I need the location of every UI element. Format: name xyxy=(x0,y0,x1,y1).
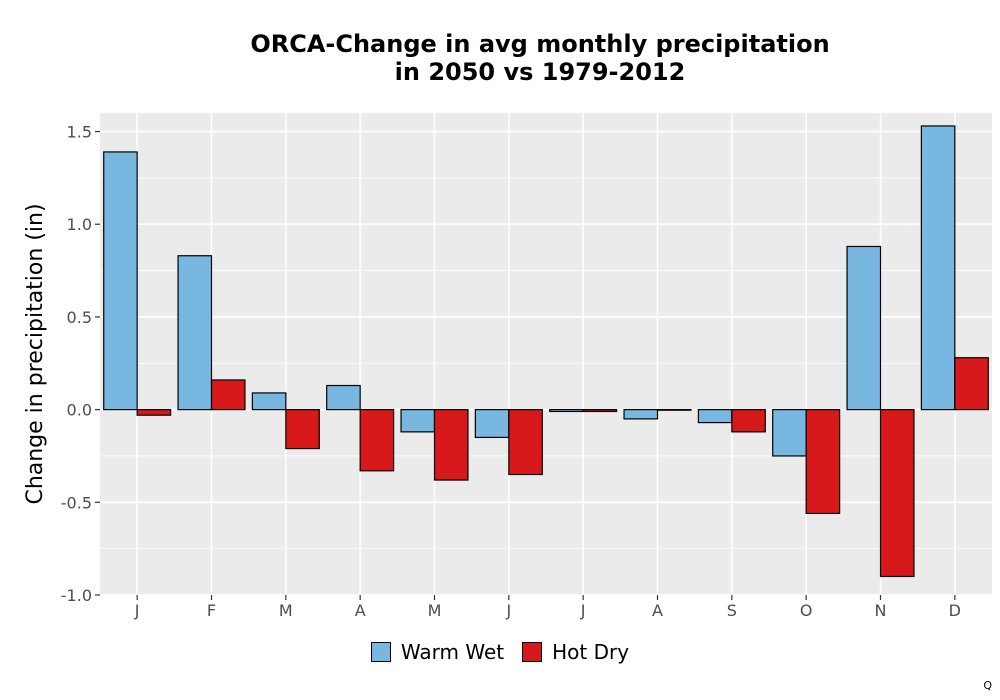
bar-hot-dry xyxy=(210,379,246,411)
legend-label-hot-dry: Hot Dry xyxy=(552,640,630,664)
bar-warm-wet xyxy=(549,409,584,413)
bar-hot-dry xyxy=(954,357,989,411)
bar-hot-dry xyxy=(805,409,841,515)
bar-hot-dry xyxy=(508,409,543,476)
y-tick-label: -0.5 xyxy=(61,493,92,512)
bar-hot-dry xyxy=(359,409,395,472)
bar-warm-wet xyxy=(326,384,361,411)
corner-mark: Q xyxy=(983,679,992,692)
bar-warm-wet xyxy=(772,409,807,457)
bar-warm-wet xyxy=(474,409,510,439)
y-tick-label: 0.0 xyxy=(67,401,92,420)
y-tick-label: -1.0 xyxy=(61,586,92,605)
bar-hot-dry xyxy=(136,409,172,416)
x-tick-label: A xyxy=(652,601,663,620)
bar-hot-dry xyxy=(731,409,766,433)
bar-warm-wet xyxy=(920,125,956,411)
x-tick-label: D xyxy=(949,601,961,620)
chart-title-line-1: ORCA-Change in avg monthly precipitation xyxy=(250,30,830,58)
y-tick-label: 1.5 xyxy=(67,123,92,142)
bar-hot-dry xyxy=(285,409,320,450)
plot-panel xyxy=(100,113,992,595)
legend-key-hot-dry xyxy=(522,642,543,662)
x-tick-label: J xyxy=(580,601,586,620)
x-tick-label: M xyxy=(428,601,442,620)
x-tick-label: A xyxy=(355,601,366,620)
bar-hot-dry xyxy=(656,409,692,411)
bar-warm-wet xyxy=(251,392,287,411)
x-tick-label: F xyxy=(207,601,216,620)
legend-item-hot-dry: Hot Dry xyxy=(522,640,629,664)
grid-minor xyxy=(100,177,992,550)
y-tick-label: 0.5 xyxy=(67,308,92,327)
legend-label-warm-wet: Warm Wet xyxy=(400,640,505,664)
chart-title: ORCA-Change in avg monthly precipitation… xyxy=(100,30,980,86)
y-tick-label: 1.0 xyxy=(67,215,92,234)
bars xyxy=(103,125,989,578)
x-tick-label: J xyxy=(134,601,140,620)
legend-item-warm-wet: Warm Wet xyxy=(370,640,505,664)
bar-hot-dry xyxy=(582,409,618,413)
bar-warm-wet xyxy=(103,151,138,411)
bar-warm-wet xyxy=(623,409,659,420)
chart-title-line-2: in 2050 vs 1979-2012 xyxy=(394,58,686,86)
y-axis-title: Change in precipitation (in) xyxy=(23,203,48,504)
x-tick-label: S xyxy=(727,601,737,620)
x-tick-label: M xyxy=(279,601,293,620)
bar-warm-wet xyxy=(846,245,882,411)
legend: Warm Wet Hot Dry xyxy=(0,640,1000,664)
x-tick-label: O xyxy=(800,601,813,620)
bar-hot-dry xyxy=(433,409,469,481)
x-tick-label: J xyxy=(505,601,511,620)
y-axis: 1.5 1.0 0.5 0.0 -0.5 -1.0 xyxy=(61,123,100,605)
legend-key-warm-wet xyxy=(370,642,391,662)
bar-hot-dry xyxy=(879,409,915,578)
x-tick-label: N xyxy=(875,601,887,620)
bar-warm-wet xyxy=(400,409,436,433)
bar-warm-wet xyxy=(697,409,733,424)
bar-warm-wet xyxy=(177,255,213,411)
